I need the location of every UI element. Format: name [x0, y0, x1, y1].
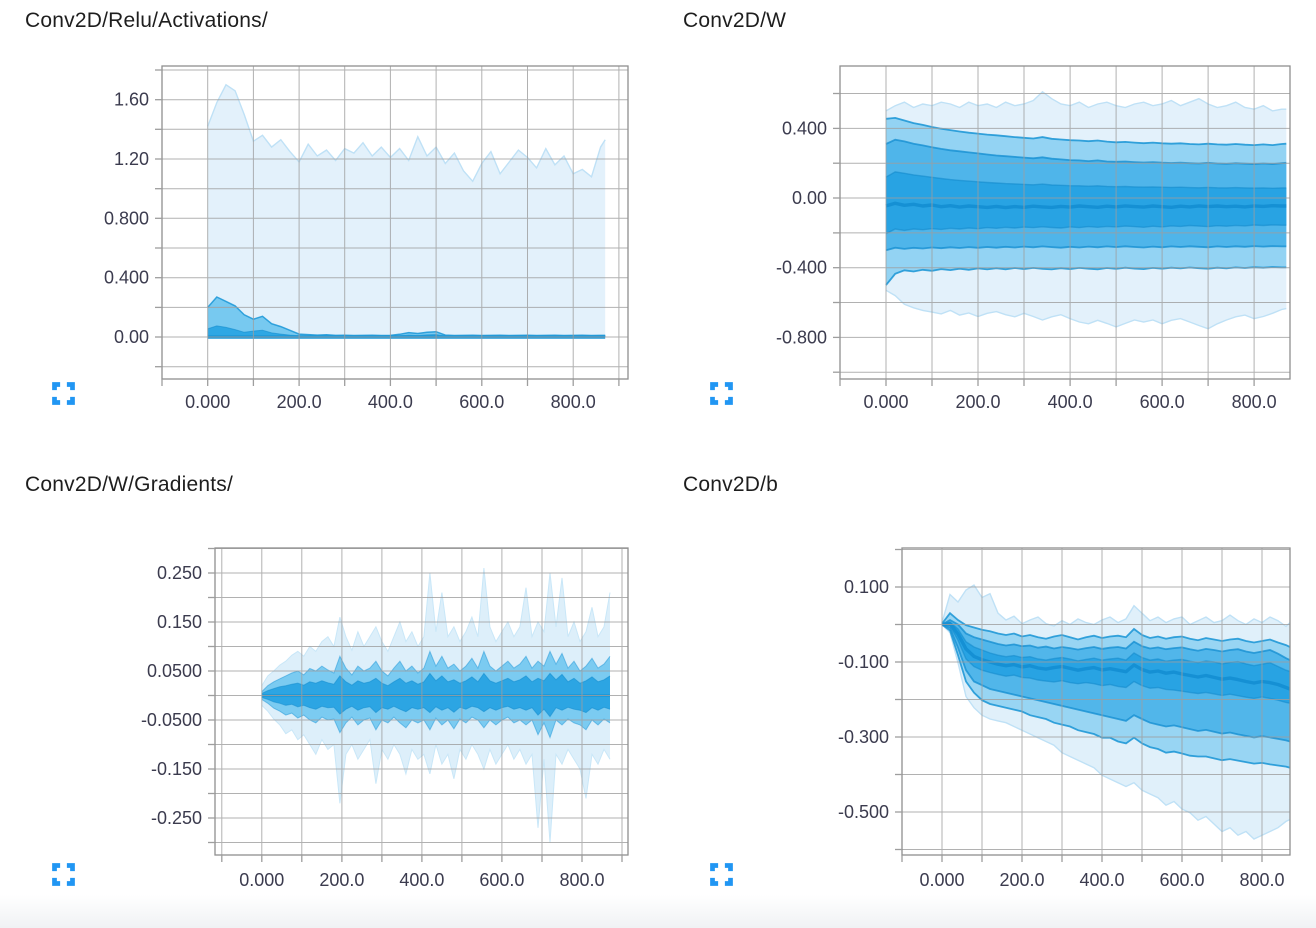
svg-text:-0.0500: -0.0500	[141, 710, 202, 730]
svg-text:0.000: 0.000	[863, 392, 908, 412]
svg-text:0.150: 0.150	[157, 612, 202, 632]
distribution-chart-conv2d-b[interactable]: 0.000 200.0 400.0 600.0 800.0 0.100 -0.100 -0.3…	[658, 464, 1316, 928]
chart-title: Conv2D/W	[683, 9, 787, 32]
svg-text:200.0: 200.0	[999, 870, 1044, 890]
svg-text:600.0: 600.0	[1140, 392, 1185, 412]
svg-text:400.0: 400.0	[1048, 392, 1093, 412]
svg-text:-0.100: -0.100	[838, 652, 889, 672]
svg-text:400.0: 400.0	[1079, 870, 1124, 890]
svg-text:0.00: 0.00	[792, 188, 827, 208]
chart-card-conv2d-relu-activations: Conv2D/Relu/Activations/ 0.000 200.0 400.0…	[0, 0, 658, 464]
expand-chart-button[interactable]	[50, 861, 77, 888]
svg-text:0.000: 0.000	[239, 870, 284, 890]
svg-text:-0.250: -0.250	[151, 808, 202, 828]
svg-text:1.60: 1.60	[114, 90, 149, 110]
svg-text:-0.300: -0.300	[838, 727, 889, 747]
svg-text:0.000: 0.000	[185, 392, 230, 412]
svg-text:200.0: 200.0	[319, 870, 364, 890]
fullscreen-expand-icon	[52, 382, 75, 405]
distribution-chart-conv2d-relu-activations[interactable]: 0.000 200.0 400.0 600.0 800.0 0.00 0.400 0.800 1…	[0, 0, 658, 464]
svg-text:0.000: 0.000	[919, 870, 964, 890]
svg-text:800.0: 800.0	[1239, 870, 1284, 890]
fullscreen-expand-icon	[52, 863, 75, 886]
chart-title: Conv2D/Relu/Activations/	[25, 9, 268, 32]
fullscreen-expand-icon	[710, 863, 733, 886]
svg-text:0.0500: 0.0500	[147, 661, 202, 681]
chart-card-conv2d-w-gradients: Conv2D/W/Gradients/ 0.000 200.0 400.0 600.0…	[0, 464, 658, 928]
svg-text:200.0: 200.0	[277, 392, 322, 412]
page-footer-strip	[0, 895, 1316, 928]
svg-text:800.0: 800.0	[551, 392, 596, 412]
chart-card-conv2d-w: Conv2D/W 0.000 200.0 400.0 600.0 800.0 0.400 0…	[658, 0, 1316, 464]
svg-text:-0.800: -0.800	[776, 327, 827, 347]
svg-text:0.250: 0.250	[157, 563, 202, 583]
svg-text:400.0: 400.0	[399, 870, 444, 890]
svg-text:-0.500: -0.500	[838, 802, 889, 822]
svg-text:600.0: 600.0	[1159, 870, 1204, 890]
expand-chart-button[interactable]	[50, 380, 77, 407]
svg-text:600.0: 600.0	[459, 392, 504, 412]
svg-text:0.00: 0.00	[114, 327, 149, 347]
svg-text:800.0: 800.0	[559, 870, 604, 890]
svg-text:0.400: 0.400	[104, 268, 149, 288]
expand-chart-button[interactable]	[708, 380, 735, 407]
svg-text:200.0: 200.0	[955, 392, 1000, 412]
chart-title: Conv2D/W/Gradients/	[25, 473, 234, 496]
distribution-chart-conv2d-w-gradients[interactable]: 0.000 200.0 400.0 600.0 800.0 0.250 0.150 0.050…	[0, 464, 658, 928]
svg-text:0.100: 0.100	[844, 577, 889, 597]
svg-text:800.0: 800.0	[1232, 392, 1277, 412]
svg-text:0.400: 0.400	[782, 118, 827, 138]
svg-text:1.20: 1.20	[114, 149, 149, 169]
distribution-chart-conv2d-w[interactable]: 0.000 200.0 400.0 600.0 800.0 0.400 0.00 -0.400…	[658, 0, 1316, 464]
svg-text:-0.150: -0.150	[151, 759, 202, 779]
chart-card-conv2d-b: Conv2D/b 0.000 200.0 400.0 600.0 800.0 0.100 -…	[658, 464, 1316, 928]
expand-chart-button[interactable]	[708, 861, 735, 888]
svg-text:-0.400: -0.400	[776, 258, 827, 278]
fullscreen-expand-icon	[710, 382, 733, 405]
svg-text:0.800: 0.800	[104, 208, 149, 228]
svg-text:600.0: 600.0	[479, 870, 524, 890]
chart-title: Conv2D/b	[683, 473, 778, 496]
svg-text:400.0: 400.0	[368, 392, 413, 412]
